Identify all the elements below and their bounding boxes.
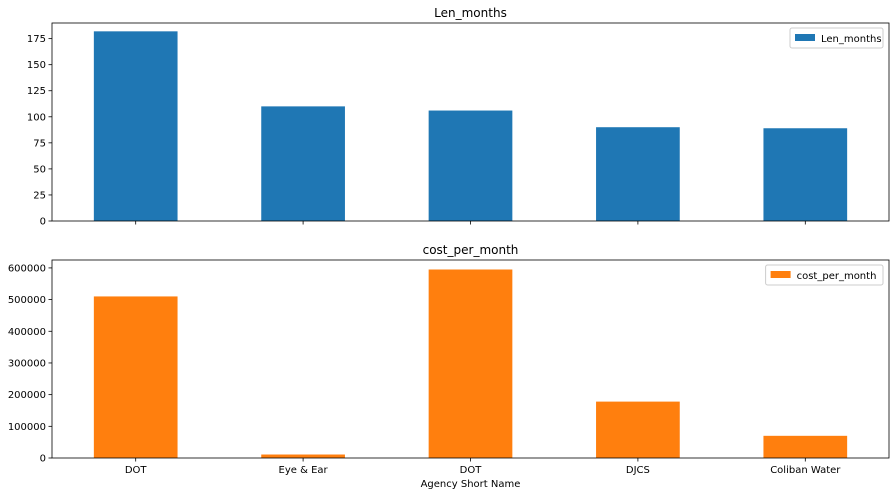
bar-1 [93,296,178,458]
x-tick-label: DOT [460,465,483,476]
legend: Len_months [789,27,884,49]
chart-panel-2: cost_per_month DOT Eye & Ear DOT DJCS Coliban… [8,243,890,490]
chart-title: Len_months [434,6,507,20]
x-tick-label: Eye & Ear [279,465,329,476]
legend-box [765,264,884,286]
y-tick-label: 0 [40,217,46,228]
x-axis-label: Agency Short Name [421,479,521,490]
y-tick-label: 0 [40,454,46,465]
y-tick-label: 100 [27,112,46,123]
y-tick-label: 25 [33,190,46,201]
bar-3 [428,110,513,221]
bar-4 [596,127,680,221]
bar-2 [261,106,345,221]
legend: cost_per_month [765,264,884,286]
bar-4 [596,401,680,458]
y-tick-label: 100000 [8,422,46,433]
y-tick-label: 500000 [8,295,46,306]
y-tick-label: 150 [27,60,46,71]
y-tick-label: 75 [33,138,46,149]
y-tick-label: 300000 [8,358,46,369]
legend-swatch [770,271,791,278]
y-tick-label: 400000 [8,327,46,338]
y-tick-label: 200000 [8,390,46,401]
legend-label: Len_months [821,34,882,45]
x-tick-label: Coliban Water [770,465,841,476]
x-tick-label: DJCS [626,465,650,476]
y-tick-label: 175 [27,34,46,45]
bar-2 [261,454,345,458]
plot-frame [51,259,890,459]
y-tick-label: 600000 [8,263,46,274]
y-tick-label: 125 [27,86,46,97]
legend-swatch [795,34,815,41]
y-tick-label: 50 [33,164,46,175]
legend-box [789,27,884,49]
chart-title: cost_per_month [423,243,519,257]
bar-3 [428,269,513,458]
bar-5 [763,435,848,458]
chart-panel-1: Len_months 0 25 50 75 100 125 150 175 Len_months [27,6,890,228]
plot-frame [51,22,890,222]
legend-label: cost_per_month [797,271,877,282]
bar-1 [93,31,178,222]
bar-5 [763,128,848,221]
x-tick-label: DOT [125,465,148,476]
